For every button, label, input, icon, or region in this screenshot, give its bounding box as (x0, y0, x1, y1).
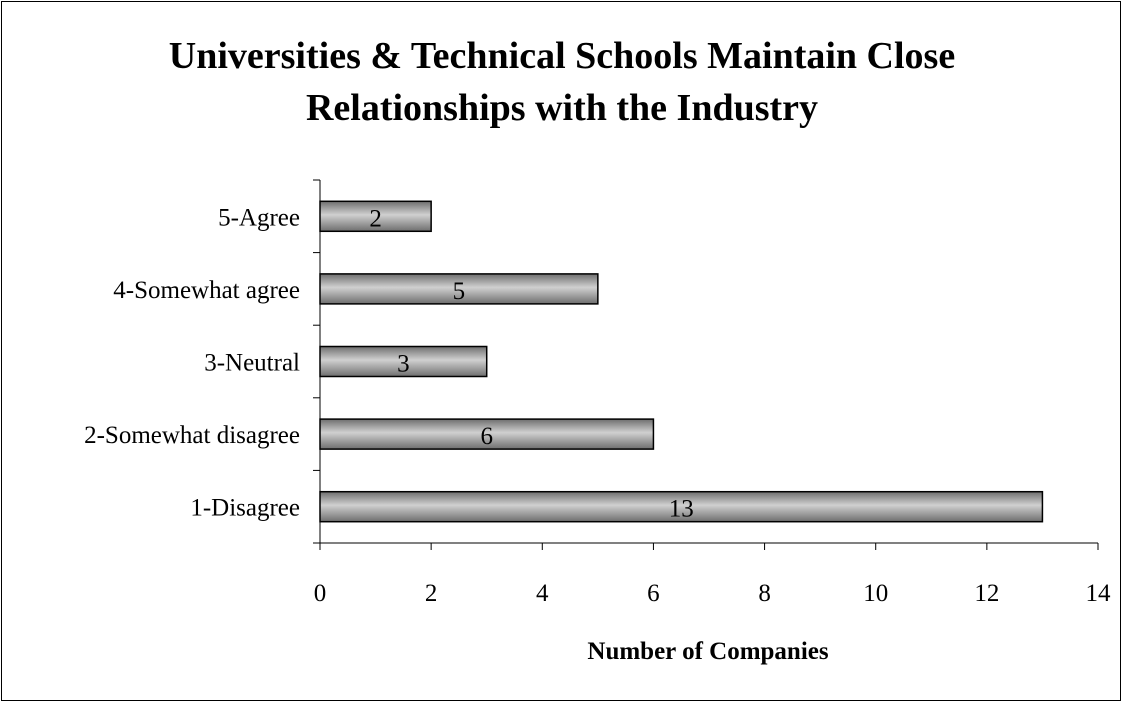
bar-data-label: 5 (453, 278, 466, 305)
bar-data-label: 3 (397, 351, 410, 378)
x-tick-label: 14 (1086, 580, 1112, 607)
x-tick-label: 12 (974, 580, 999, 607)
category-label: 1-Disagree (190, 495, 300, 522)
bar (319, 273, 599, 305)
x-tick-label: 8 (758, 580, 771, 607)
bar (319, 200, 432, 233)
bar-data-label: 2 (369, 205, 382, 232)
bar-data-label: 13 (669, 496, 694, 523)
y-axis (313, 179, 321, 544)
category-labels: 5-Agree 4-Somewhat agree 3-Neutral 2-Somewh… (84, 204, 300, 521)
x-axis-title: Number of Companies (587, 638, 828, 665)
bars (319, 200, 1044, 523)
category-label: 5-Agree (218, 204, 300, 231)
chart-title-line-2: Relationships with the Industry (305, 87, 819, 129)
bar-data-label: 6 (480, 423, 493, 450)
bar-data-labels: 2 5 3 6 13 (369, 205, 693, 522)
category-label: 4-Somewhat agree (113, 277, 300, 304)
x-tick-labels: 0 2 4 6 8 10 12 14 (314, 580, 1111, 607)
bar (319, 490, 1044, 523)
chart-title: Universities & Technical Schools Maintai… (0, 30, 1124, 134)
x-tick-label: 4 (536, 580, 549, 607)
x-tick-label: 6 (647, 580, 660, 607)
bar (319, 345, 488, 378)
chart-title-line-1: Universities & Technical Schools Maintai… (168, 35, 956, 77)
category-label: 2-Somewhat disagree (84, 422, 300, 449)
bar (319, 418, 655, 450)
x-tick-label: 0 (314, 580, 327, 607)
x-axis (319, 542, 1099, 550)
category-label: 3-Neutral (204, 350, 300, 377)
x-tick-label: 10 (863, 580, 888, 607)
x-tick-label: 2 (425, 580, 438, 607)
